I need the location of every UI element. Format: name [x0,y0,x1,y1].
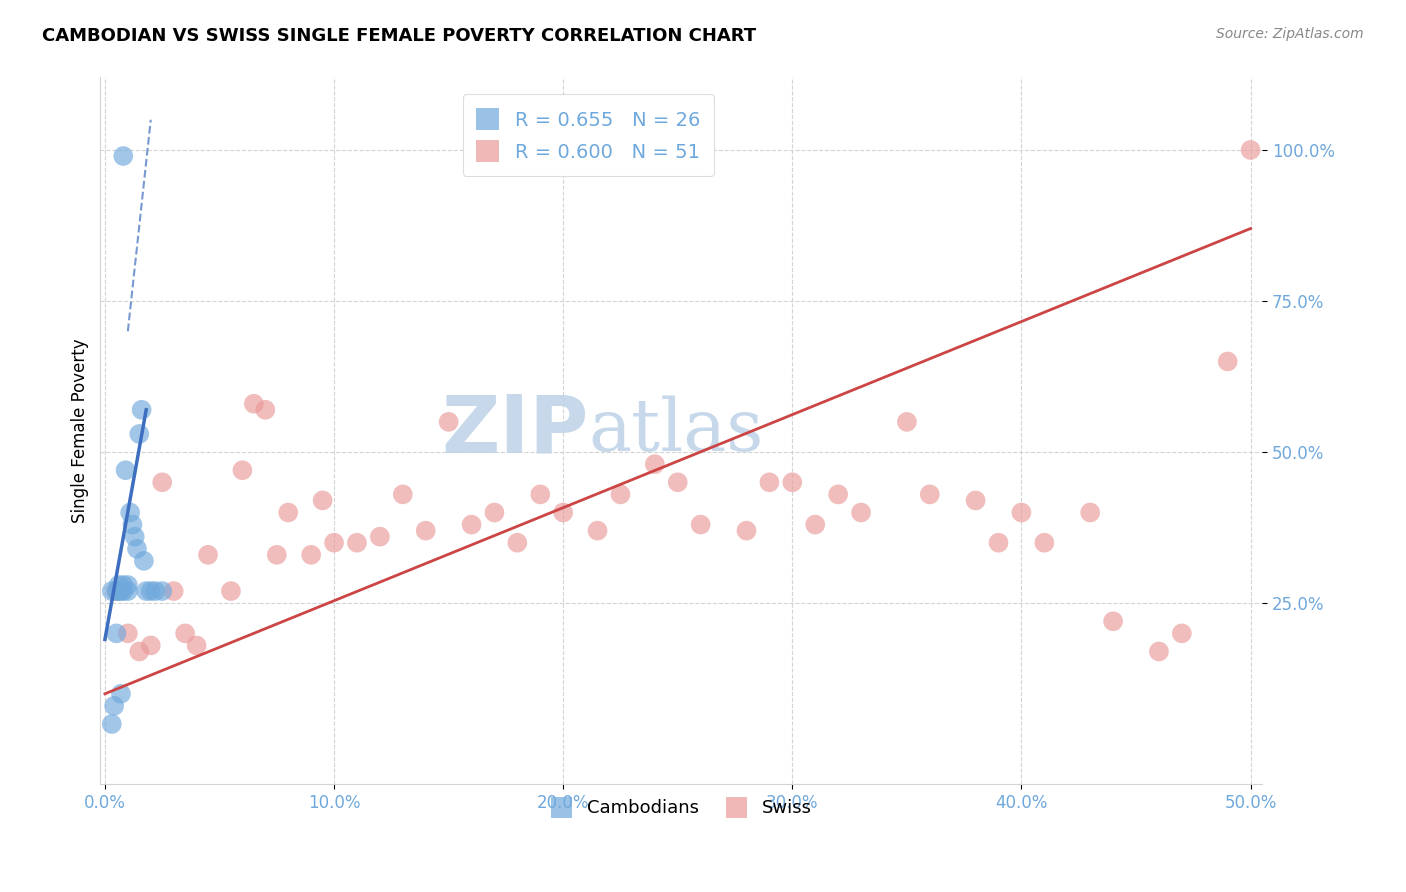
Point [121,517,143,532]
Point [174,626,197,640]
Legend: Cambodians, Swiss: Cambodians, Swiss [543,789,820,825]
Point [132,554,155,568]
Point [120,506,142,520]
Point [107,584,129,599]
Point [1239,143,1261,157]
Text: ZIP: ZIP [441,392,588,470]
Text: Source: ZipAtlas.com: Source: ZipAtlas.com [1216,27,1364,41]
Point [266,548,288,562]
Point [735,524,758,538]
Point [965,493,987,508]
Point [609,487,631,501]
Point [105,626,128,640]
Point [529,487,551,501]
Point [1216,354,1239,368]
Point [128,644,150,658]
Point [415,524,437,538]
Point [112,578,135,592]
Point [254,402,277,417]
Point [346,535,368,549]
Point [323,535,346,549]
Point [110,687,132,701]
Text: CAMBODIAN VS SWISS SINGLE FEMALE POVERTY CORRELATION CHART: CAMBODIAN VS SWISS SINGLE FEMALE POVERTY… [42,27,756,45]
Point [299,548,322,562]
Point [219,584,242,599]
Text: atlas: atlas [588,396,763,467]
Point [391,487,413,501]
Point [101,584,124,599]
Point [139,584,162,599]
Point [804,517,827,532]
Point [114,463,136,477]
Point [1102,614,1125,628]
Point [117,584,139,599]
Point [117,626,139,640]
Point [586,524,609,538]
Point [150,584,173,599]
Point [849,506,872,520]
Point [1171,626,1194,640]
Point [103,698,125,713]
Point [197,548,219,562]
Point [1078,506,1101,520]
Point [896,415,918,429]
Point [231,463,253,477]
Point [143,584,166,599]
Point [1033,535,1056,549]
Point [112,584,135,599]
Point [368,530,391,544]
Point [827,487,849,501]
Point [107,578,129,592]
Point [1147,644,1170,658]
Point [1010,506,1032,520]
Point [150,475,173,490]
Point [689,517,711,532]
Point [987,535,1010,549]
Point [101,717,124,731]
Point [644,457,666,471]
Point [186,639,208,653]
Point [243,397,266,411]
Point [110,584,132,599]
Point [311,493,333,508]
Point [506,535,529,549]
Point [124,530,146,544]
Point [131,402,153,417]
Point [135,584,157,599]
Point [666,475,689,490]
Point [277,506,299,520]
Point [125,541,148,556]
Point [460,517,482,532]
Point [782,475,804,490]
Point [117,578,139,592]
Point [553,506,575,520]
Y-axis label: Single Female Poverty: Single Female Poverty [72,339,89,524]
Point [105,584,128,599]
Point [758,475,780,490]
Point [105,584,128,599]
Point [139,639,162,653]
Point [112,149,135,163]
Point [163,584,186,599]
Point [918,487,941,501]
Point [484,506,506,520]
Point [128,426,150,441]
Point [437,415,460,429]
